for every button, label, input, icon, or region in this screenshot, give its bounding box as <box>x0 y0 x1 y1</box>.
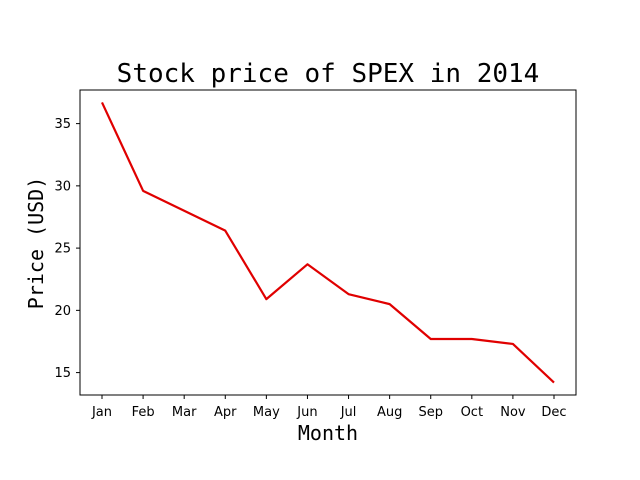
x-tick-label: Dec <box>541 405 566 420</box>
x-tick-label: Sep <box>418 405 443 420</box>
x-axis-label: Month <box>298 421 358 445</box>
x-tick-label: Oct <box>461 405 483 420</box>
y-axis-ticks: 15 20 25 30 35 <box>54 117 80 381</box>
x-tick-label: Aug <box>377 405 402 420</box>
y-tick-label: 20 <box>54 304 71 319</box>
x-tick-label: Jan <box>91 405 112 420</box>
plot-area: Jan Feb Mar Apr May Jun Jul Aug Sep Oct Nov Dec 15 2… <box>54 89 577 420</box>
plot-frame <box>79 89 577 396</box>
chart-title: Stock price of SPEX in 2014 <box>117 59 540 89</box>
x-tick-label: May <box>253 405 280 420</box>
x-tick-label: Jul <box>340 405 357 420</box>
x-tick-label: Apr <box>214 405 237 420</box>
y-tick-label: 35 <box>54 117 71 132</box>
y-axis-label: Price (USD) <box>24 177 48 309</box>
x-tick-label: Jun <box>296 405 317 420</box>
x-tick-label: Nov <box>500 405 526 420</box>
x-tick-label: Mar <box>172 405 197 420</box>
y-tick-label: 30 <box>54 179 71 194</box>
series-line <box>101 101 555 384</box>
y-tick-label: 25 <box>54 242 71 257</box>
x-axis-ticks: Jan Feb Mar Apr May Jun Jul Aug Sep Oct Nov Dec <box>91 395 567 420</box>
y-tick-label: 15 <box>54 366 71 381</box>
x-tick-label: Feb <box>132 405 155 420</box>
